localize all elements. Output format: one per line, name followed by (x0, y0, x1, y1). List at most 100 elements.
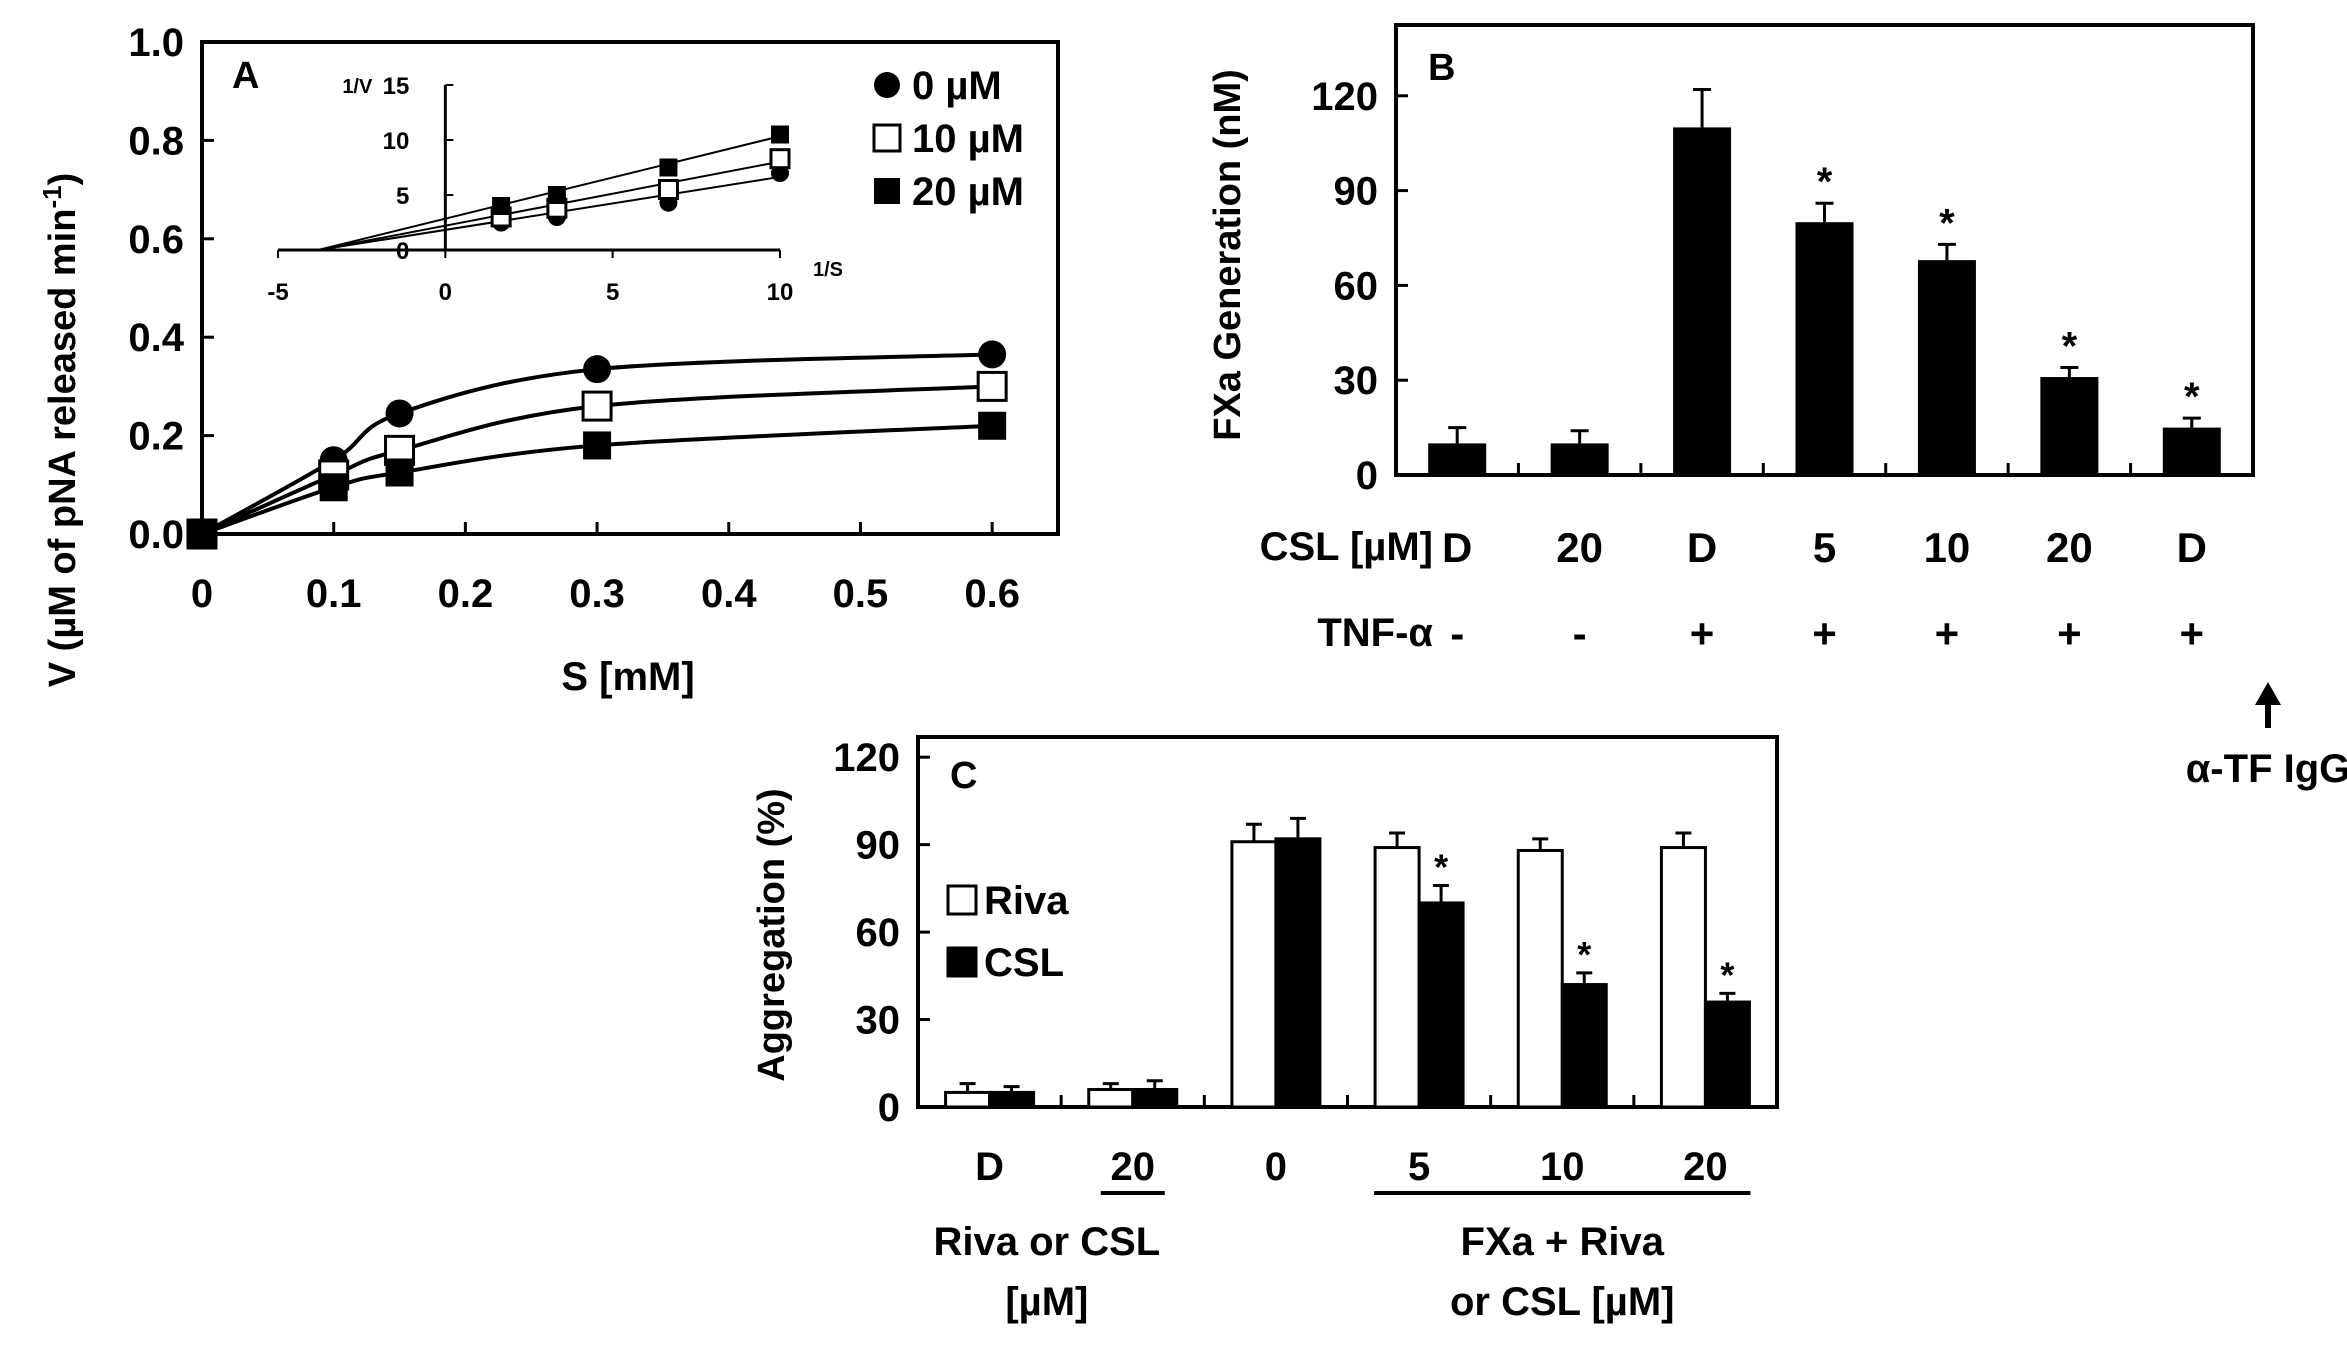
y-tick-label: 1.0 (128, 21, 184, 65)
x-tick-label: 0.2 (438, 572, 494, 616)
panel-a-label: A (232, 55, 259, 97)
inset-x-tick-label: 5 (606, 279, 619, 306)
data-point (385, 399, 414, 428)
legend-label: 0 µM (912, 64, 1002, 108)
panel-b-annotation: α-TF IgG (2186, 682, 2347, 791)
y-tick-label: 90 (856, 824, 901, 868)
x-tick-label: 0.4 (701, 572, 757, 616)
bar-Riva (1373, 846, 1421, 1109)
y-tick-label: 0.8 (128, 119, 184, 163)
legend-swatch-Riva (946, 884, 978, 916)
data-point (188, 520, 216, 548)
x-tick-label: 0 (191, 572, 213, 616)
bar (1795, 222, 1854, 475)
inset-point (492, 197, 511, 215)
significance-star: * (1577, 934, 1591, 975)
tnf-category-label: - (1573, 610, 1587, 657)
bar (2162, 427, 2221, 475)
legend-label: 20 µM (912, 170, 1024, 214)
tnf-category-label: + (1690, 610, 1715, 657)
bar (1428, 443, 1487, 475)
y-tick-label: 0.6 (128, 218, 184, 262)
legend-swatch-CSL (946, 946, 978, 978)
y-tick-label: 0.0 (128, 513, 184, 557)
legend-label: Riva (984, 879, 1069, 923)
inset-y-axis-label: 1/V (342, 76, 373, 98)
tnf-category-label: + (1812, 610, 1837, 657)
panel-c-label: C (950, 755, 977, 797)
x-tick-label: 0.3 (569, 572, 625, 616)
panel-b-y-label: FXa Generation (nM) (1207, 69, 1249, 441)
panel-a-y-label: V (µM of pNA released min-1) (37, 173, 84, 687)
inset-point (771, 125, 789, 144)
significance-star: * (1434, 846, 1448, 887)
y-tick-label: 60 (1334, 264, 1379, 308)
legend-marker (872, 123, 902, 153)
inset-x-axis-label: 1/S (813, 259, 843, 281)
bar-Riva (1659, 846, 1707, 1109)
inset-point (657, 179, 679, 200)
group-label-line: FXa + Riva (1461, 1220, 1665, 1264)
inset-x-tick-label: 10 (767, 279, 794, 306)
tnf-category-label: - (1450, 610, 1464, 657)
y-tick-label: 0.4 (128, 316, 184, 360)
csl-category-label: 10 (1924, 524, 1971, 571)
bar-CSL (1131, 1088, 1179, 1109)
panel-b-csl-row-label: CSL [µM] (1260, 525, 1433, 569)
tnf-category-label: + (1935, 610, 1960, 657)
y-tick-label: 120 (833, 736, 900, 780)
csl-category-label: 20 (1556, 524, 1603, 571)
panel-c-y-label: Aggregation (%) (751, 788, 793, 1081)
csl-category-label: D (1442, 524, 1472, 571)
group-label-line: or CSL [µM] (1450, 1280, 1675, 1324)
bar (1917, 260, 1976, 475)
inset-x-tick-label: -5 (267, 279, 288, 306)
significance-star: * (1817, 160, 1833, 204)
category-label: 5 (1408, 1145, 1430, 1189)
tnf-category-label: + (2057, 610, 2082, 657)
bar-Riva (1230, 840, 1278, 1109)
panel-a-x-label: S [mM] (561, 655, 694, 699)
y-tick-label: 30 (1334, 359, 1379, 403)
annotation-arrow-head (2255, 682, 2281, 705)
bar-CSL (1703, 1000, 1751, 1109)
x-tick-label: 0.5 (833, 572, 889, 616)
inset-y-tick-label: 10 (383, 128, 410, 155)
inset-x-tick-label: 0 (439, 279, 452, 306)
data-point (385, 458, 414, 487)
bar-CSL (1274, 837, 1322, 1109)
inset-point (547, 186, 566, 204)
panel-b-label: B (1428, 47, 1455, 89)
bar (1550, 443, 1609, 475)
curve-20 µM (201, 423, 993, 536)
data-point (978, 340, 1007, 369)
bar (1673, 127, 1732, 476)
x-tick-label: 0.1 (306, 572, 362, 616)
y-tick-label: 90 (1334, 170, 1379, 214)
bar-Riva (1087, 1088, 1135, 1109)
significance-star: * (2062, 325, 2078, 369)
bar-CSL (1560, 983, 1608, 1109)
bar (2040, 377, 2099, 475)
curve-0 µM (201, 352, 993, 536)
y-tick-label: 0 (1356, 454, 1378, 498)
category-label: 0 (1265, 1145, 1287, 1189)
csl-category-label: D (1687, 524, 1717, 571)
category-label: 20 (1683, 1145, 1728, 1189)
panel-a-frame (200, 40, 1060, 536)
data-point (583, 431, 612, 460)
y-tick-label: 30 (856, 999, 901, 1043)
significance-star: * (1720, 954, 1734, 995)
panel-c-chart: C Aggregation (%) 0 30 60 90 120 Riva CSL * * *… (751, 735, 1779, 1324)
data-point (319, 473, 348, 502)
csl-category-label: 5 (1813, 524, 1836, 571)
csl-category-label: D (2177, 524, 2207, 571)
y-tick-label: 0 (878, 1086, 900, 1130)
bar-CSL (988, 1090, 1036, 1109)
category-label: 20 (1111, 1145, 1156, 1189)
significance-star: * (1939, 201, 1955, 245)
panel-b-chart: B FXa Generation (nM) CSL [µM] TNF-α 0 30… (1207, 23, 2347, 791)
legend-label: CSL (984, 941, 1064, 985)
y-tick-label: 60 (856, 911, 901, 955)
category-label: D (975, 1145, 1004, 1189)
